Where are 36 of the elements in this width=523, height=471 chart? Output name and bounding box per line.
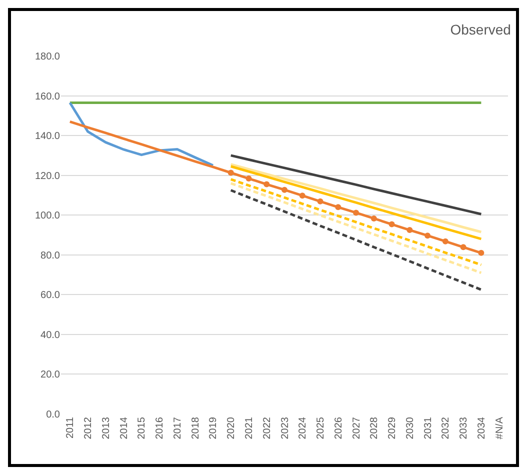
y-tick-label: 140.0 bbox=[34, 131, 60, 142]
y-tick-label: 120.0 bbox=[34, 170, 60, 182]
x-tick-label: 2032 bbox=[440, 416, 452, 440]
x-tick-label: 2014 bbox=[118, 416, 130, 440]
x-tick-label: 2011 bbox=[65, 416, 76, 439]
x-tick-label: 2025 bbox=[316, 416, 327, 440]
y-tick-label: 80.0 bbox=[40, 250, 60, 262]
y-tick-label: 180.0 bbox=[34, 52, 60, 62]
x-tick-label: 2016 bbox=[154, 416, 166, 440]
x-tick-label: 2020 bbox=[226, 416, 238, 440]
x-tick-label: 2018 bbox=[190, 416, 202, 440]
x-tick-label: 2021 bbox=[244, 416, 255, 440]
x-tick-label: 2030 bbox=[404, 416, 416, 440]
x-tick-label: 2031 bbox=[422, 416, 434, 440]
y-tick-label: 60.0 bbox=[40, 290, 60, 302]
x-tick-label: #N/A bbox=[494, 416, 506, 440]
y-tick-label: 20.0 bbox=[40, 370, 60, 381]
chart-title: Observed bbox=[450, 21, 511, 38]
x-tick-label: 2024 bbox=[298, 416, 309, 440]
x-tick-label: 2027 bbox=[351, 416, 362, 440]
x-tick-label: 2034 bbox=[476, 416, 488, 440]
x-tick-label: 2013 bbox=[100, 416, 112, 440]
x-tick-label: 2019 bbox=[208, 416, 220, 440]
x-tick-label: 2017 bbox=[172, 416, 184, 440]
y-tick-label: 100.0 bbox=[34, 210, 60, 222]
y-tick-label: 160.0 bbox=[34, 91, 60, 102]
y-tick-label: 0.0 bbox=[46, 410, 60, 420]
x-tick-label: 2029 bbox=[387, 416, 398, 440]
x-tick-label: 2022 bbox=[262, 416, 273, 440]
x-tick-label: 2028 bbox=[369, 416, 380, 440]
x-tick-label: 2026 bbox=[333, 416, 344, 440]
x-tick-label: 2012 bbox=[83, 416, 94, 440]
x-tick-label: 2023 bbox=[280, 416, 291, 440]
x-tick-label: 2033 bbox=[458, 416, 470, 440]
y-tick-label: 40.0 bbox=[40, 330, 60, 341]
x-tick-label: 2015 bbox=[136, 416, 148, 440]
